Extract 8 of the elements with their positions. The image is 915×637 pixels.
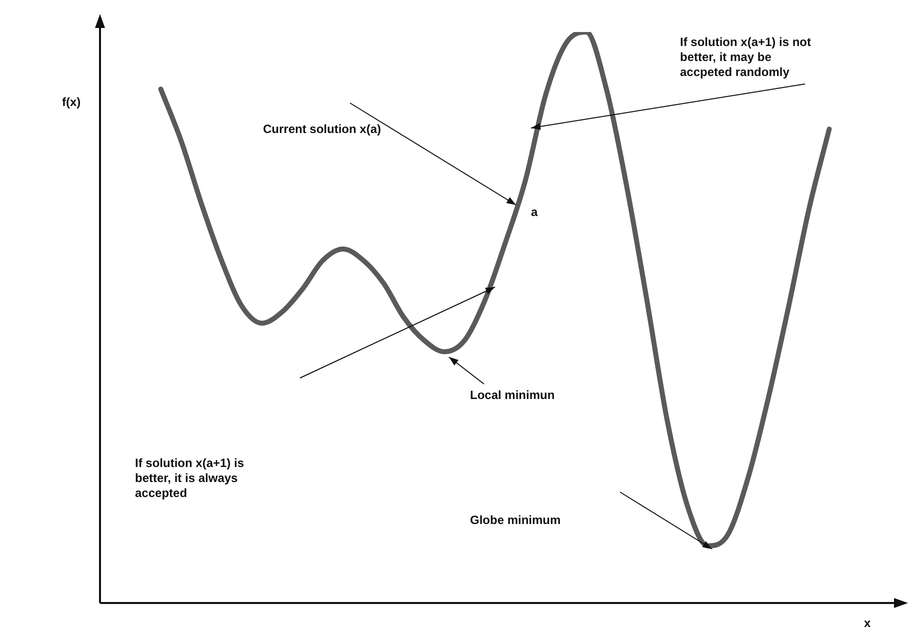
annotation: Current solution x(a): [263, 122, 382, 137]
x-axis-title: x: [864, 616, 871, 631]
annotation: Globe minimum: [470, 513, 562, 528]
y-axis-title: f(x): [62, 95, 81, 110]
annotation: Local minimun: [470, 388, 556, 403]
annotation: a: [531, 205, 539, 220]
annotation: If solution x(a+1) is not better, it may be accpeted randomly: [680, 35, 812, 80]
annotation: If solution x(a+1) is better, it is always accepted: [135, 456, 246, 501]
